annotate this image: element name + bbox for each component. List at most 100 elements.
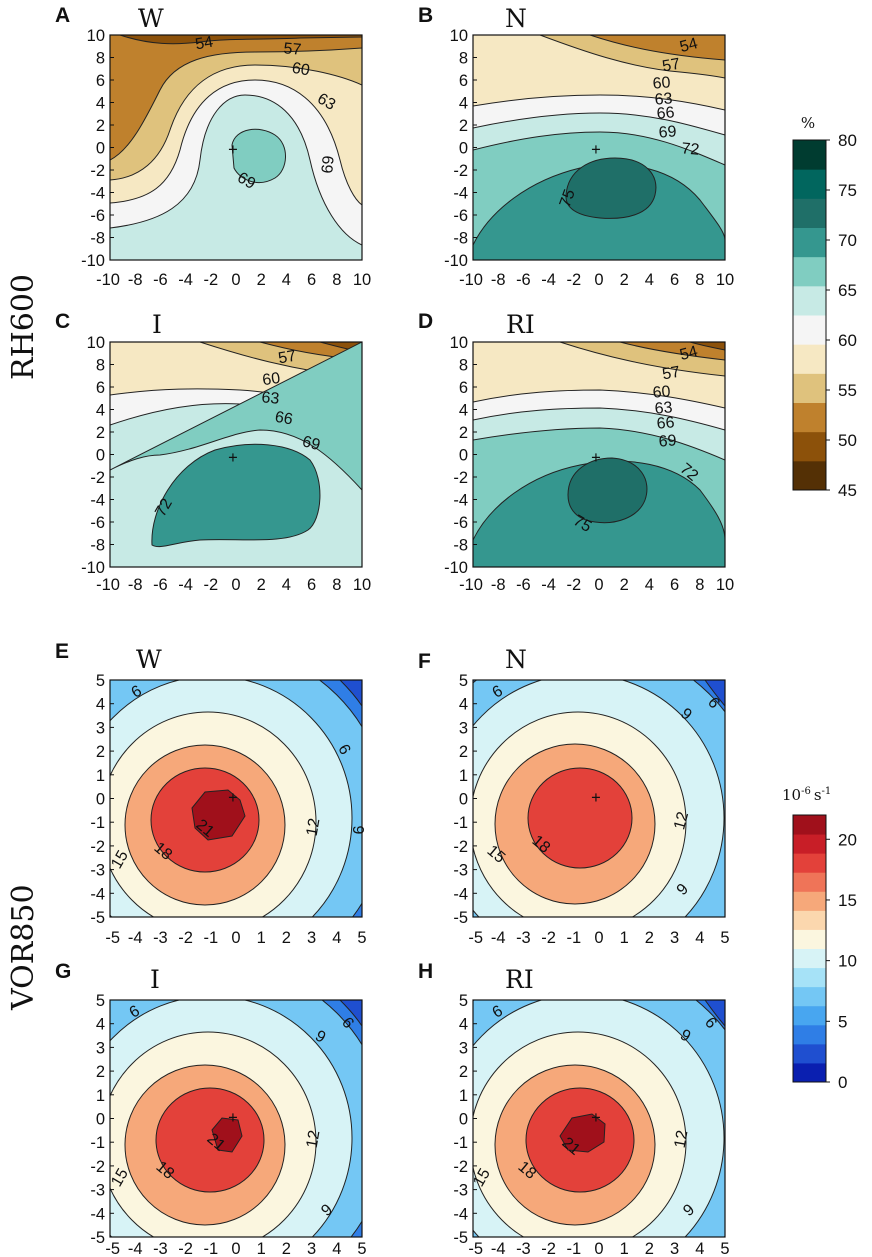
panel-letter: E [55, 640, 69, 663]
colorbar-swatches [793, 140, 826, 491]
panel-h: H RI + 6 9 6 12 9 15 18 21 543210-1-2-3-… [418, 960, 730, 1257]
y-tick-labels: 10 8 6 4 2 0 -2 -4 -6 -8 -10 [81, 334, 114, 577]
contour-label: 72 [152, 496, 176, 520]
center-marker: + [228, 1109, 238, 1127]
x-tick-label: 4 [695, 1240, 704, 1257]
y-tick-label: 3 [459, 1039, 468, 1057]
colorbar-swatch [793, 431, 826, 462]
y-tick-label: 2 [96, 1063, 105, 1081]
x-tick-label: 4 [282, 576, 291, 594]
x-tick-label: 0 [594, 929, 603, 947]
x-tick-label: 1 [620, 929, 629, 947]
y-tick-label: 0 [459, 1111, 468, 1129]
contour-label: 63 [654, 90, 673, 108]
y-tick-label: 5 [459, 672, 468, 690]
colorbar-frame [792, 814, 827, 1083]
colorbar-tick-label: 45 [838, 481, 857, 500]
panel-title: I [150, 965, 160, 994]
y-tick-label: 6 [96, 72, 105, 90]
contour-label: 69 [300, 433, 322, 454]
y-tick-label: -4 [453, 1205, 468, 1223]
x-tick-label: -2 [203, 576, 218, 594]
y-tick-label: -2 [453, 1158, 468, 1176]
x-tick-label: 0 [231, 929, 240, 947]
contour-core-75 [567, 457, 648, 524]
x-tick-label: -2 [566, 576, 581, 594]
colorbar-swatch [793, 402, 826, 433]
colorbar-swatch [793, 910, 826, 930]
y-tick-label: -6 [453, 514, 468, 532]
y-tick-label: -8 [453, 230, 468, 248]
contour-band-54 [689, 342, 725, 351]
contour-label: 60 [652, 74, 671, 92]
panel-g: G I + 6 9 6 12 9 15 18 21 543210-1-2-3-4… [55, 960, 367, 1257]
contour-label: 12 [304, 817, 324, 838]
y-tick-label: 4 [96, 95, 105, 113]
colorbar-swatch [793, 815, 826, 835]
contour-label: 12 [671, 810, 692, 832]
contour-label: 72 [681, 140, 700, 158]
y-tick-label: 2 [459, 743, 468, 761]
x-tick-label: 10 [716, 576, 734, 594]
x-tick-label: 0 [231, 576, 240, 594]
colorbar-tick-label: 55 [838, 381, 857, 400]
colorbar-tick-label: 50 [838, 431, 857, 450]
x-tick-label: -10 [96, 576, 120, 594]
contour-label: 63 [314, 90, 338, 114]
y-tick-label: -2 [90, 1158, 105, 1176]
y-tick-label: -2 [90, 469, 105, 487]
y-tick-label: -2 [453, 838, 468, 856]
panel-title: N [505, 4, 527, 33]
x-tick-label: 2 [282, 1240, 291, 1257]
y-tick-label: -1 [90, 814, 105, 832]
y-tick-label: -10 [444, 559, 468, 577]
x-tick-label: 4 [332, 1240, 341, 1257]
panel-title: RI [506, 310, 535, 339]
y-tick-label: 4 [459, 402, 468, 420]
center-marker: + [591, 141, 601, 159]
y-tick-label: -6 [90, 514, 105, 532]
x-tick-labels: -5 -4 -3 -2 -1 0 1 2 3 4 5 [105, 1240, 366, 1257]
colorbar-swatch [793, 853, 826, 873]
y-tick-label: -5 [453, 1229, 468, 1247]
y-tick-label: -4 [453, 885, 468, 903]
contour-label: 63 [261, 389, 280, 407]
y-tick-label: 5 [96, 672, 105, 690]
colorbar-swatch [793, 169, 826, 199]
x-tick-label: -2 [566, 271, 581, 289]
colorbar-swatch [793, 315, 826, 345]
panel-letter: G [55, 960, 71, 983]
y-tick-label: 4 [96, 402, 105, 420]
x-tick-label: -2 [203, 271, 218, 289]
contour-label: 12 [672, 1129, 692, 1150]
x-tick-label: -2 [178, 929, 193, 947]
y-tick-label: 10 [450, 27, 468, 45]
y-tick-label: 0 [96, 1111, 105, 1129]
y-tick-label: 1 [96, 767, 105, 785]
y-tick-label: -3 [453, 862, 468, 880]
y-tick-label: -2 [453, 469, 468, 487]
contour-corner-low [704, 680, 725, 707]
colorbar-tick-labels: 80 75 70 65 60 55 50 45 [826, 131, 857, 500]
panel-c: C I + 57 60 63 66 69 72 1086420-2-4-6-8-… [55, 310, 371, 594]
contour-label: 69 [658, 432, 677, 450]
panel-letter: D [418, 310, 433, 333]
panel-f: F N + 6 9 6 12 9 15 18 543210-1-2-3-4-5 … [418, 645, 730, 947]
y-tick-label: -4 [453, 185, 468, 203]
contour-corner-low [339, 680, 362, 707]
x-tick-label: 2 [620, 576, 629, 594]
x-tick-label: 0 [231, 1240, 240, 1257]
center-marker: + [228, 789, 238, 807]
x-tick-labels: -5 -4 -3 -2 -1 0 1 2 3 4 5 [468, 1240, 729, 1257]
x-tick-label: 4 [282, 271, 291, 289]
contour-label: 66 [656, 414, 675, 432]
y-tick-label: -4 [90, 185, 105, 203]
contour-corner-low [704, 1000, 725, 1027]
y-tick-label: -4 [90, 885, 105, 903]
y-tick-label: 1 [96, 1087, 105, 1105]
contour-band-72 [110, 342, 362, 491]
contour-label: 57 [283, 40, 302, 58]
x-tick-label: 2 [620, 271, 629, 289]
y-tick-labels: 5 4 3 2 1 0 -1 -2 -3 -4 -5 [453, 992, 477, 1247]
colorbar-tick-label: 0 [838, 1073, 847, 1092]
